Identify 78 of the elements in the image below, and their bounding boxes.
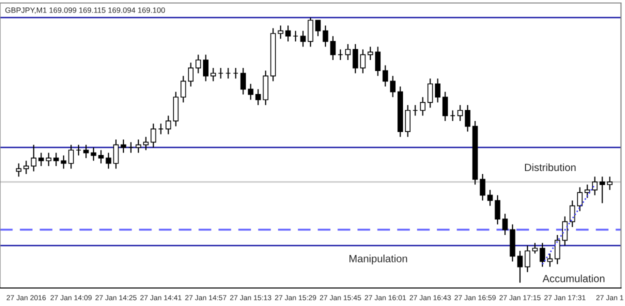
candlestick xyxy=(292,30,298,42)
candlestick xyxy=(570,200,576,228)
candlestick xyxy=(53,152,59,167)
candlestick xyxy=(390,75,396,98)
candlestick xyxy=(450,110,456,122)
candlestick xyxy=(352,44,358,74)
candlestick xyxy=(240,67,246,96)
candlestick xyxy=(300,30,306,48)
candlestick xyxy=(203,54,208,82)
candlestick xyxy=(232,67,238,80)
candlestick xyxy=(360,48,366,74)
candlestick xyxy=(188,62,194,88)
candlestick xyxy=(562,216,568,246)
candlestick xyxy=(487,189,493,206)
candlestick xyxy=(464,104,470,132)
candlestick xyxy=(248,83,254,100)
candlestick xyxy=(592,176,598,196)
candlestick xyxy=(554,234,560,265)
candlestick xyxy=(502,213,508,236)
candlestick xyxy=(16,162,22,178)
annotation: Manipulation xyxy=(350,254,408,264)
candlestick xyxy=(173,91,179,127)
candlestick xyxy=(532,242,538,254)
candlestick xyxy=(76,144,82,156)
candlestick xyxy=(308,17,314,48)
candlestick xyxy=(375,46,381,76)
candlestick xyxy=(150,123,156,148)
candlestick xyxy=(68,144,74,170)
candlestick xyxy=(382,64,388,88)
candlestick xyxy=(442,91,448,122)
candlestick xyxy=(218,67,224,80)
candlestick xyxy=(106,152,112,170)
candlestick xyxy=(577,186,583,212)
candlestick xyxy=(524,245,530,273)
candlestick xyxy=(420,96,426,116)
candlestick xyxy=(345,44,351,61)
candlestick xyxy=(285,24,291,42)
candlestick xyxy=(412,104,418,116)
candlestick xyxy=(90,146,96,162)
candlestick xyxy=(600,176,606,204)
candlestick xyxy=(457,104,463,122)
candlestick xyxy=(427,78,433,108)
candlestick xyxy=(180,75,186,103)
candlestick xyxy=(38,152,44,167)
candlestick xyxy=(83,144,89,159)
candlestick xyxy=(60,154,66,170)
candlestick xyxy=(607,176,613,190)
candlestick xyxy=(540,242,546,268)
candlestick xyxy=(225,67,231,80)
candlestick xyxy=(262,70,268,106)
candlestick xyxy=(405,104,411,138)
candlestick xyxy=(136,138,142,154)
candlestick xyxy=(338,48,344,61)
candlestick xyxy=(46,152,52,167)
candlestick xyxy=(322,24,328,48)
candlestick xyxy=(315,20,321,37)
candlestick xyxy=(98,150,104,164)
candlestick xyxy=(113,138,119,170)
candlestick xyxy=(210,67,216,82)
candlestick xyxy=(143,136,149,151)
candlestick xyxy=(196,54,202,74)
candlestick xyxy=(255,88,261,106)
candlestick xyxy=(278,24,284,40)
candlestick xyxy=(547,252,553,268)
candlestick xyxy=(434,78,440,103)
candlestick xyxy=(120,138,126,154)
candlestick xyxy=(494,194,500,225)
candlestick xyxy=(158,123,164,135)
candlestick xyxy=(23,160,29,175)
candlestick xyxy=(128,142,134,154)
candlestick xyxy=(480,173,486,202)
annotation: Distribution xyxy=(525,163,576,172)
candlestick xyxy=(368,46,374,61)
candlestick xyxy=(166,115,172,135)
candlestick xyxy=(584,184,590,198)
candlestick xyxy=(330,36,336,61)
candlestick xyxy=(30,144,36,172)
annotation: Accumulation xyxy=(542,274,604,282)
